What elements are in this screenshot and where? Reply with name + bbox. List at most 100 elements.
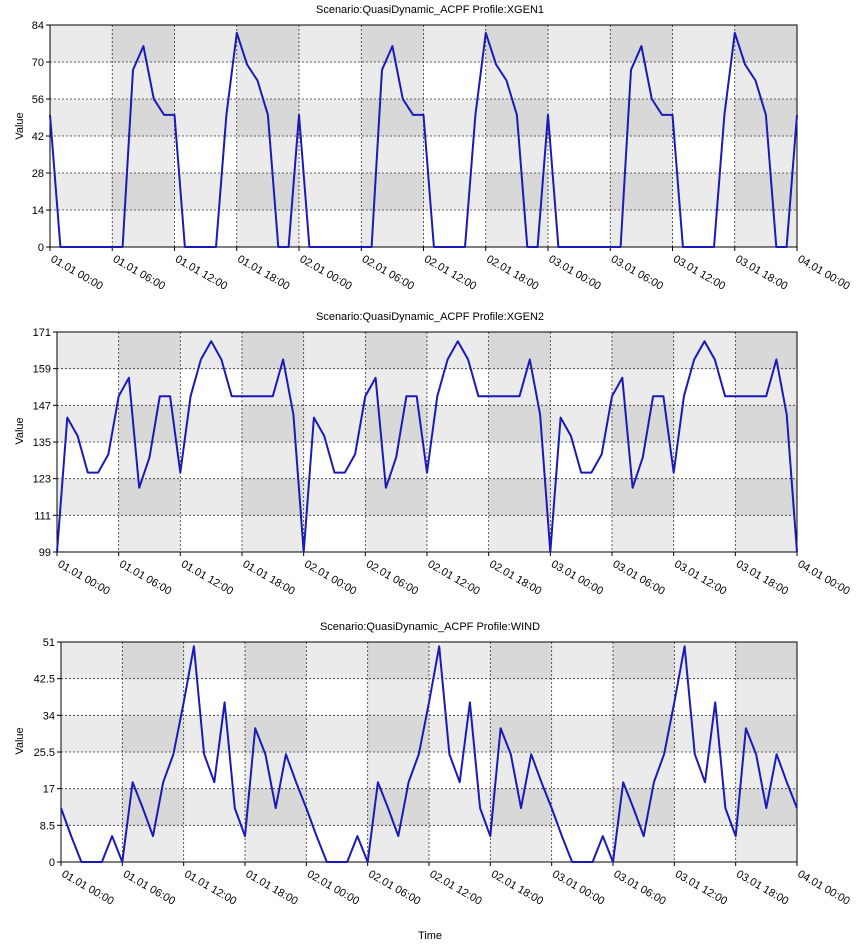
y-tick-label: 14 — [32, 205, 44, 217]
x-tick-label: 01.01 06:00 — [117, 558, 173, 597]
grid-cell — [242, 478, 304, 516]
grid-cell — [490, 642, 552, 679]
grid-cell — [299, 173, 362, 210]
grid-cell — [551, 642, 613, 679]
x-tick-label: 03.01 00:00 — [549, 558, 605, 597]
grid-cell — [57, 478, 119, 516]
x-tick-label: 03.01 12:00 — [673, 868, 729, 907]
grid-cell — [183, 788, 245, 826]
grid-cell — [245, 642, 307, 679]
grid-cell — [50, 62, 113, 99]
grid-cell — [423, 136, 486, 173]
grid-cell — [180, 515, 242, 552]
grid-cell — [485, 62, 548, 99]
grid-cell — [613, 642, 675, 679]
chart-title-xgen1: Scenario:QuasiDynamic_ACPF Profile:XGEN1 — [315, 4, 545, 16]
grid-cell — [112, 62, 175, 99]
grid-cell — [61, 788, 123, 826]
x-tick-label: 01.01 18:00 — [241, 558, 297, 597]
grid-cell — [174, 173, 237, 210]
grid-cell — [50, 99, 113, 136]
grid-cell — [551, 715, 613, 752]
series-line — [56, 340, 798, 553]
grid-cell — [303, 515, 366, 552]
grid-cell — [57, 332, 119, 369]
grid-cell — [50, 136, 113, 173]
grid-cell — [306, 752, 368, 789]
x-tick-label: 04.01 00:00 — [796, 558, 852, 597]
chart-title-xgen2: Scenario:QuasiDynamic_ACPF Profile:XGEN2 — [315, 311, 545, 323]
x-tick-label: 01.01 18:00 — [244, 868, 300, 907]
grid-cell — [550, 478, 612, 516]
grid-cell — [735, 642, 797, 679]
grid-cell — [118, 405, 181, 442]
grid-cell — [361, 210, 424, 247]
grid-cell — [236, 62, 299, 99]
x-tick-label: 03.01 18:00 — [733, 253, 789, 292]
y-tick-label: 28 — [32, 168, 44, 180]
grid-cell — [551, 678, 613, 716]
x-tick-label: 02.01 06:00 — [366, 868, 422, 907]
grid-cell — [361, 136, 424, 173]
grid-cell — [50, 25, 113, 62]
grid-cell — [423, 173, 486, 210]
x-tick-label: 03.01 00:00 — [547, 253, 603, 292]
grid-cell — [429, 715, 491, 752]
grid-cell — [361, 99, 424, 136]
grid-cell — [674, 715, 736, 752]
grid-cell — [735, 825, 797, 862]
grid-cell — [183, 825, 245, 862]
y-tick-label: 111 — [34, 510, 51, 522]
grid-cell — [673, 442, 736, 479]
grid-cell — [61, 752, 123, 789]
y-tick-label: 135 — [33, 437, 51, 449]
series-line — [49, 31, 798, 248]
grid-cell — [118, 478, 181, 516]
grid-cell — [672, 136, 735, 173]
series-line — [60, 645, 798, 863]
x-tick-label: 02.01 00:00 — [298, 253, 354, 292]
grid-cell — [242, 515, 304, 552]
grid-cell — [303, 332, 366, 369]
y-tick-label: 25.5 — [34, 747, 55, 759]
grid-cell — [735, 678, 797, 716]
grid-cell — [673, 515, 736, 552]
x-tick-label: 01.01 12:00 — [179, 558, 235, 597]
grid-cell — [303, 478, 366, 516]
grid-cell — [610, 173, 673, 210]
grid-cell — [423, 25, 486, 62]
grid-cell — [245, 678, 307, 716]
grid-cell — [551, 788, 613, 826]
x-tick-label: 01.01 12:00 — [173, 253, 229, 292]
y-tick-label: 70 — [32, 57, 44, 69]
y-tick-label: 0 — [38, 242, 44, 254]
grid-cell — [485, 136, 548, 173]
y-tick-label: 99 — [39, 547, 51, 559]
x-tick-label: 03.01 06:00 — [612, 868, 668, 907]
grid-cell — [488, 332, 551, 369]
x-tick-label: 02.01 18:00 — [484, 253, 540, 292]
grid-cell — [550, 368, 612, 406]
grid-cell — [485, 173, 548, 210]
grid-cell — [61, 642, 123, 679]
grid-cell — [236, 25, 299, 62]
grid-cell — [488, 515, 551, 552]
grid-cell — [673, 405, 736, 442]
x-tick-label: 02.01 00:00 — [305, 868, 361, 907]
grid-cell — [61, 678, 123, 716]
grid-cell — [183, 678, 245, 716]
grid-cell — [367, 678, 429, 716]
grid-cell — [427, 442, 489, 479]
grid-cell — [610, 25, 673, 62]
x-tick-label: 03.01 06:00 — [611, 558, 667, 597]
grid-cell — [57, 368, 119, 406]
grid-cell — [734, 62, 797, 99]
x-tick-label: 03.01 12:00 — [671, 253, 727, 292]
grid-cell — [174, 25, 237, 62]
grid-cell — [548, 25, 611, 62]
grid-cell — [242, 442, 304, 479]
grid-cell — [122, 715, 184, 752]
grid-cell — [735, 515, 797, 552]
y-tick-label: 17 — [43, 784, 55, 796]
